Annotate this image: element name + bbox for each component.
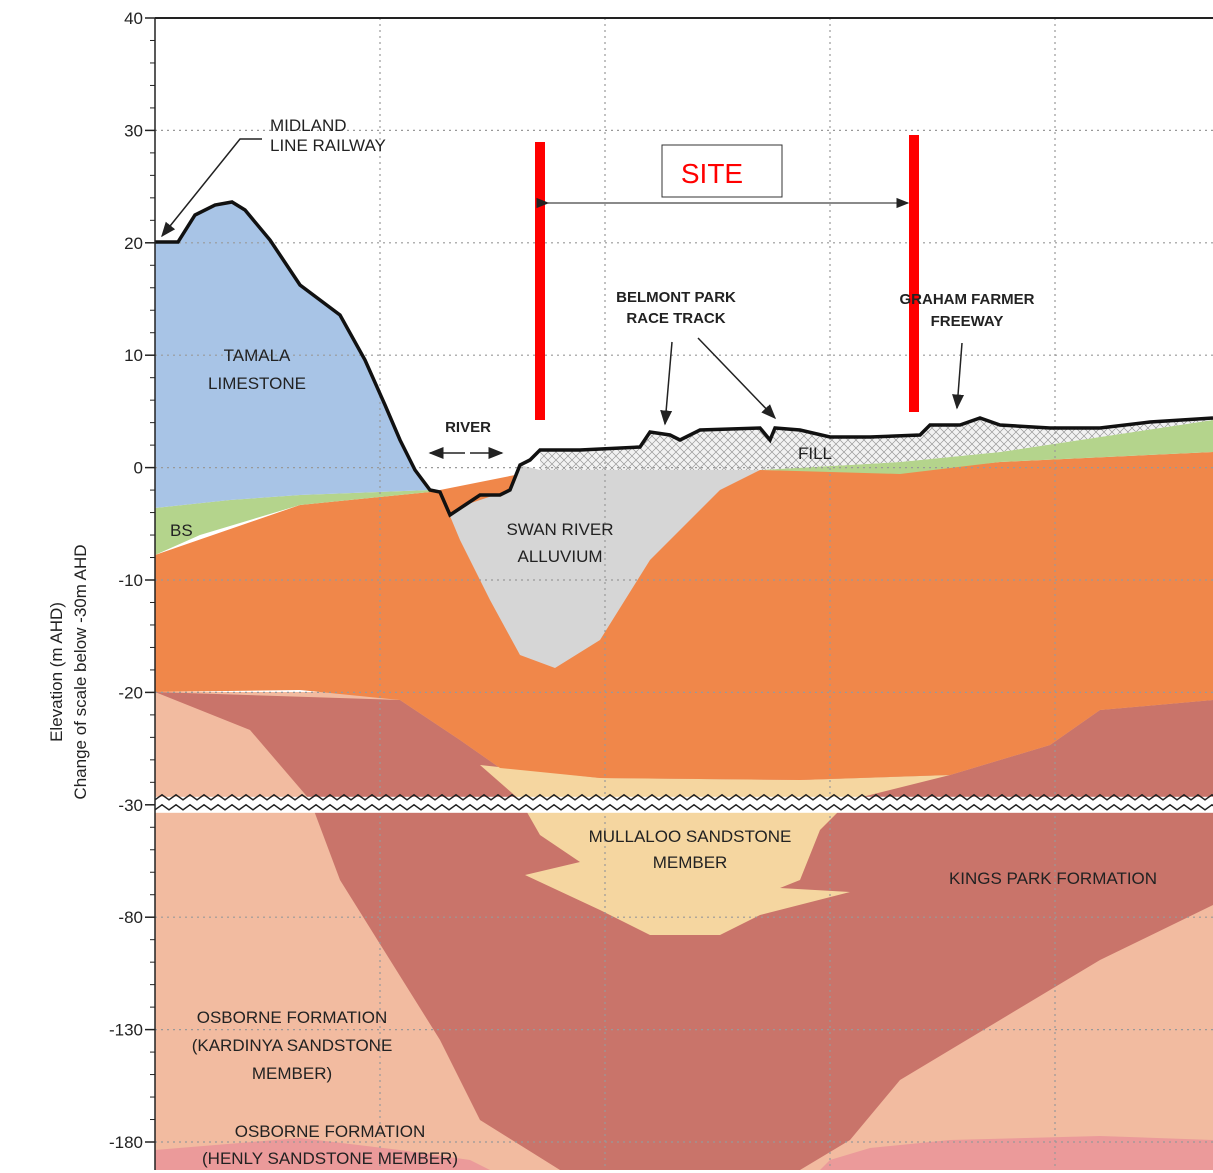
label: TAMALA bbox=[224, 346, 291, 365]
axis-title-line: Elevation (m AHD) bbox=[47, 602, 66, 742]
label: LINE RAILWAY bbox=[270, 136, 386, 155]
y-tick-label: -180 bbox=[109, 1133, 143, 1152]
label: LIMESTONE bbox=[208, 374, 306, 393]
label: MEMBER) bbox=[252, 1064, 332, 1083]
leader bbox=[665, 342, 672, 424]
scale-break bbox=[155, 795, 1213, 813]
label: ALLUVIUM bbox=[517, 547, 602, 566]
y-tick-label: 0 bbox=[134, 459, 143, 478]
axis-title-line: Change of scale below -30m AHD bbox=[71, 544, 90, 799]
y-tick-label: 10 bbox=[124, 346, 143, 365]
y-tick-label: -10 bbox=[118, 571, 143, 590]
label: MIDLAND bbox=[270, 116, 347, 135]
y-tick-label: -20 bbox=[118, 683, 143, 702]
y-tick-label: 30 bbox=[124, 121, 143, 140]
label: SWAN RIVER bbox=[506, 520, 613, 539]
cross-section: 40 30 20 10 0 -10 -20 -30 -80 -130 -180 Elevation … bbox=[0, 0, 1213, 1173]
site-bar bbox=[535, 142, 545, 420]
break-band bbox=[155, 797, 1213, 813]
label: OSBORNE FORMATION bbox=[235, 1122, 425, 1141]
label: (KARDINYA SANDSTONE bbox=[192, 1036, 393, 1055]
y-tick-label: -30 bbox=[118, 796, 143, 815]
tamala bbox=[155, 202, 430, 508]
label: MULLALOO SANDSTONE bbox=[589, 827, 792, 846]
site-bar bbox=[909, 135, 919, 412]
y-tick-label: -80 bbox=[118, 908, 143, 927]
label: RACE TRACK bbox=[626, 310, 725, 327]
label: MEMBER bbox=[653, 853, 728, 872]
label: GRAHAM FARMER bbox=[900, 291, 1035, 308]
label: OSBORNE FORMATION bbox=[197, 1008, 387, 1027]
label: RIVER bbox=[445, 419, 491, 436]
leader bbox=[698, 338, 775, 418]
site-marker: SITE bbox=[535, 135, 919, 420]
y-ticks: 40 30 20 10 0 -10 -20 -30 -80 -130 -180 bbox=[109, 9, 155, 1152]
y-tick-label: -130 bbox=[109, 1021, 143, 1040]
label: BS bbox=[170, 521, 193, 540]
axis-title: Elevation (m AHD) Change of scale below … bbox=[47, 544, 90, 799]
label: KINGS PARK FORMATION bbox=[949, 869, 1157, 888]
label: BELMONT PARK bbox=[616, 289, 736, 306]
y-tick-label: 20 bbox=[124, 234, 143, 253]
label: (HENLY SANDSTONE MEMBER) bbox=[202, 1149, 458, 1168]
label: FILL bbox=[798, 444, 832, 463]
label: FREEWAY bbox=[931, 313, 1004, 330]
y-tick-label: 40 bbox=[124, 9, 143, 28]
leader bbox=[957, 343, 962, 408]
site-label: SITE bbox=[681, 158, 743, 189]
